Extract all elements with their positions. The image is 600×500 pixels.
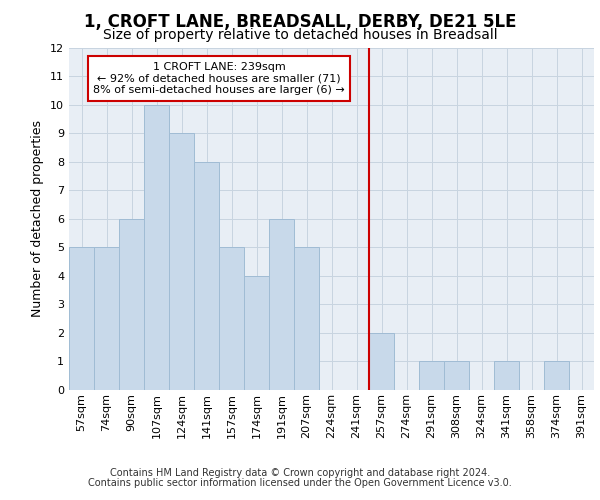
Bar xyxy=(119,219,144,390)
Text: Size of property relative to detached houses in Breadsall: Size of property relative to detached ho… xyxy=(103,28,497,42)
Y-axis label: Number of detached properties: Number of detached properties xyxy=(31,120,44,318)
Bar xyxy=(219,248,244,390)
Text: Contains public sector information licensed under the Open Government Licence v3: Contains public sector information licen… xyxy=(88,478,512,488)
Bar xyxy=(94,248,119,390)
Bar xyxy=(194,162,219,390)
Bar xyxy=(444,362,469,390)
Bar xyxy=(419,362,444,390)
Text: 1 CROFT LANE: 239sqm
← 92% of detached houses are smaller (71)
8% of semi-detach: 1 CROFT LANE: 239sqm ← 92% of detached h… xyxy=(93,62,345,95)
Bar xyxy=(69,248,94,390)
Bar xyxy=(244,276,269,390)
Bar xyxy=(294,248,319,390)
Text: 1, CROFT LANE, BREADSALL, DERBY, DE21 5LE: 1, CROFT LANE, BREADSALL, DERBY, DE21 5L… xyxy=(84,12,516,30)
Bar xyxy=(369,333,394,390)
Bar xyxy=(494,362,519,390)
Bar xyxy=(144,104,169,390)
Bar xyxy=(544,362,569,390)
Text: Contains HM Land Registry data © Crown copyright and database right 2024.: Contains HM Land Registry data © Crown c… xyxy=(110,468,490,477)
Bar xyxy=(269,219,294,390)
Bar xyxy=(169,133,194,390)
